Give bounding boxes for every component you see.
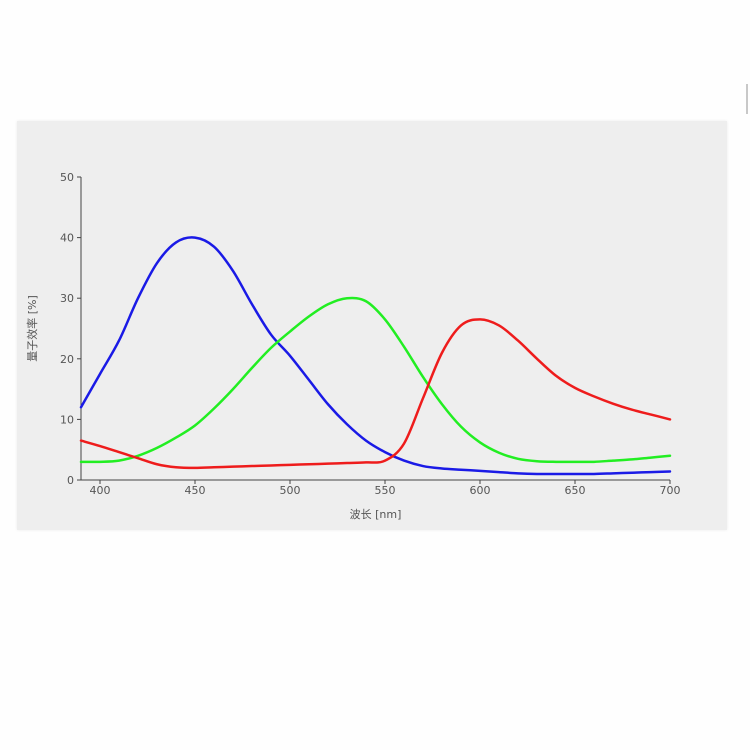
x-tick-label: 450 <box>185 484 206 497</box>
y-tick-label: 50 <box>60 171 74 184</box>
x-ticks: 400 450 500 550 600 650 700 <box>90 480 681 497</box>
series-layer <box>79 236 672 476</box>
y-tick-label: 40 <box>60 232 74 245</box>
x-tick-label: 400 <box>90 484 111 497</box>
y-ticks: 0 10 20 30 40 50 <box>60 171 81 487</box>
blue-series-line <box>79 236 672 476</box>
edge-mark <box>746 84 748 114</box>
x-tick-label: 600 <box>470 484 491 497</box>
red-series-line <box>79 318 672 470</box>
x-tick-label: 500 <box>280 484 301 497</box>
y-tick-label: 30 <box>60 292 74 305</box>
x-axis-title: 波长 [nm] <box>350 508 402 521</box>
y-tick-label: 20 <box>60 353 74 366</box>
y-axis-title: 量子效率 [%] <box>25 295 39 362</box>
y-tick-label: 0 <box>67 474 74 487</box>
y-tick-label: 10 <box>60 413 74 426</box>
x-tick-label: 650 <box>565 484 586 497</box>
x-tick-label: 550 <box>375 484 396 497</box>
x-tick-label: 700 <box>660 484 681 497</box>
green-series-line <box>79 296 672 464</box>
